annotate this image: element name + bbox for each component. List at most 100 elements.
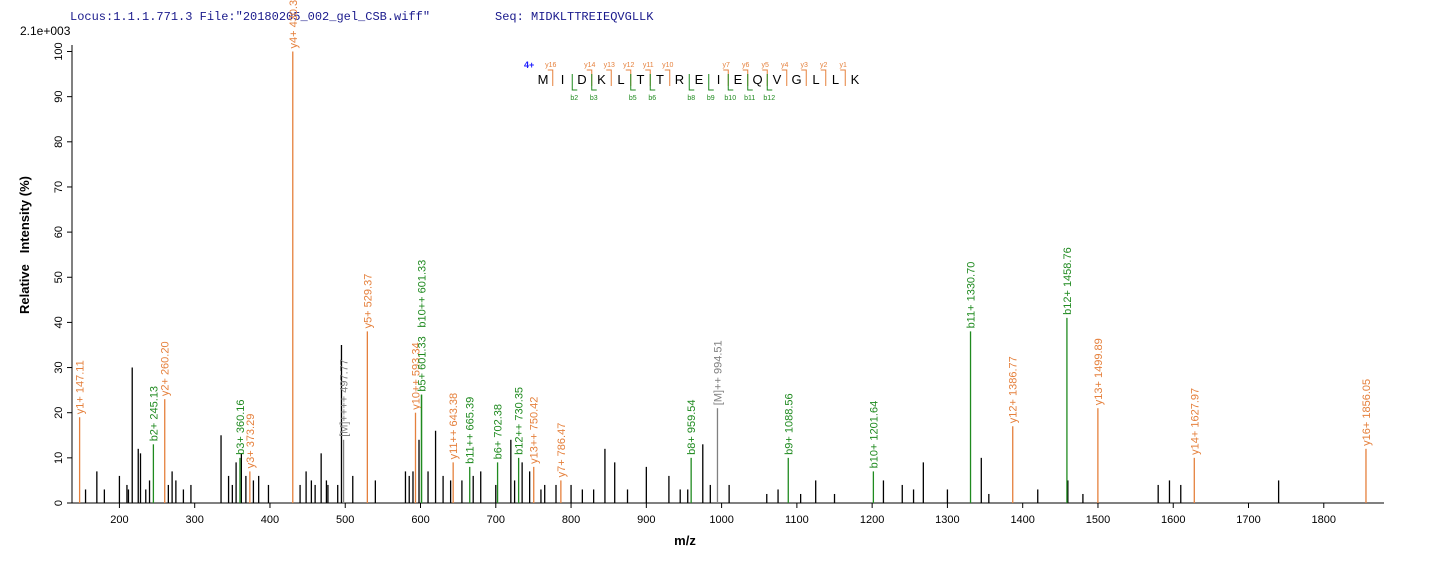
y-ion-tag: y13 (604, 62, 615, 69)
b-ion-tag: b11 (744, 95, 755, 102)
x-tick-label: 1200 (860, 514, 884, 526)
b-ion-tag: b10 (724, 95, 736, 102)
residue: T (656, 72, 664, 87)
x-tick-label: 800 (562, 514, 580, 526)
residue: E (695, 72, 704, 87)
y-tick-label: 90 (53, 91, 65, 103)
b-ion-tag: b2 (570, 95, 578, 102)
residue: T (637, 72, 645, 87)
residue: L (617, 72, 624, 87)
b-ion-tag: b12 (763, 95, 775, 102)
y-cleavage (820, 69, 827, 86)
chart-title: Locus:1.1.1.771.3 File:"20180205_002_gel… (70, 10, 430, 24)
b-ion-tag: b5 (629, 95, 637, 102)
ion-label: b3+ 360.16 (235, 399, 247, 454)
y-ion-tag: y1 (840, 62, 848, 69)
ion-label: y13++ 750.42 (529, 397, 541, 464)
residue: V (773, 72, 782, 87)
x-axis-label: m/z (674, 533, 696, 548)
x-tick-label: 1700 (1236, 514, 1260, 526)
y-cleavage (801, 69, 807, 86)
ion-label: b10++ 601.33 (417, 260, 429, 328)
x-tick-label: 300 (186, 514, 204, 526)
y-cleavage (762, 69, 768, 86)
x-tick-label: 1500 (1086, 514, 1110, 526)
ion-label: y11++ 643.38 (448, 393, 460, 459)
y-tick-label: 60 (53, 226, 65, 238)
y-ion-tag: y16 (545, 62, 556, 69)
charge-label: 4+ (524, 60, 534, 70)
y-cleavage (723, 69, 729, 86)
ion-label: b6+ 702.38 (493, 404, 505, 459)
y-tick-label: 30 (53, 361, 65, 373)
y-tick-label: 80 (53, 136, 65, 148)
b-cleavage (766, 74, 773, 91)
ion-label: y5+ 529.37 (362, 274, 374, 329)
ion-label: y13+ 1499.89 (1093, 338, 1105, 405)
b-cleavage (630, 74, 636, 91)
b-ion-tag: b6 (648, 95, 656, 102)
x-tick-label: 900 (637, 514, 655, 526)
residue: Q (752, 72, 762, 87)
y-cleavage (840, 69, 846, 86)
y-ion-tag: y14 (584, 62, 595, 69)
ion-label: b2+ 245.13 (148, 386, 160, 441)
x-tick-label: 1800 (1312, 514, 1336, 526)
y-ion-tag: y12 (623, 62, 634, 69)
y-cleavage (547, 69, 554, 86)
x-tick-label: 400 (261, 514, 279, 526)
y-axis-label: Relative Intensity (%) (17, 176, 32, 314)
residue: G (791, 72, 801, 87)
residue: L (812, 72, 819, 87)
ion-label: b11+ 1330.70 (966, 262, 978, 329)
ion-label: b11++ 665.39 (465, 397, 477, 464)
y-ion-tag: y4 (781, 62, 789, 69)
ion-label: y10++ 593.34 (410, 342, 422, 409)
x-tick-label: 500 (336, 514, 354, 526)
b-cleavage (571, 74, 578, 91)
chart-subtitle: Seq: MIDKLTTREIEQVGLLK (495, 10, 654, 24)
x-tick-label: 200 (110, 514, 128, 526)
b-cleavage (591, 74, 597, 91)
x-tick-label: 1600 (1161, 514, 1185, 526)
y-cleavage (781, 69, 788, 86)
ion-label: y4+ 430.30 (288, 0, 300, 49)
ion-label: y1+ 147.11 (75, 360, 87, 414)
ion-label: [M]++++ 497.77 (339, 359, 351, 437)
x-tick-label: 1300 (935, 514, 959, 526)
x-tick-label: 700 (487, 514, 505, 526)
y-cleavage (645, 69, 651, 86)
y-ion-tag: y5 (762, 62, 770, 69)
residue: L (832, 72, 839, 87)
ion-label: y14+ 1627.97 (1189, 388, 1201, 455)
x-tick-label: 1100 (785, 514, 809, 526)
y-ion-tag: y10 (662, 62, 673, 69)
residue: E (734, 72, 743, 87)
b-ion-tag: b8 (687, 95, 695, 102)
y-ion-tag: y7 (723, 62, 731, 69)
x-tick-label: 1000 (709, 514, 733, 526)
y-tick-label: 10 (53, 452, 65, 464)
ion-label: y7+ 786.47 (556, 423, 568, 478)
y-ion-tag: y2 (820, 62, 828, 69)
residue: K (851, 72, 860, 87)
y-tick-label: 0 (53, 500, 65, 506)
y-tick-label: 100 (53, 42, 65, 60)
b-cleavage (747, 74, 753, 91)
residue: M (538, 72, 549, 87)
ion-label: b8+ 959.54 (686, 399, 698, 454)
b-ion-tag: b3 (590, 95, 598, 102)
y-cleavage (586, 69, 593, 86)
ion-label: [M]++ 994.51 (712, 340, 724, 405)
b-cleavage (688, 74, 695, 91)
x-tick-label: 600 (411, 514, 429, 526)
ion-label: b9+ 1088.56 (783, 393, 795, 454)
y-ion-tag: y3 (801, 62, 809, 69)
ion-label: b12++ 730.35 (514, 387, 526, 455)
residue: R (675, 72, 684, 87)
y-cleavage (606, 69, 612, 86)
y-cleavage (625, 69, 632, 86)
residue: K (597, 72, 606, 87)
ion-label: y2+ 260.20 (160, 341, 172, 396)
